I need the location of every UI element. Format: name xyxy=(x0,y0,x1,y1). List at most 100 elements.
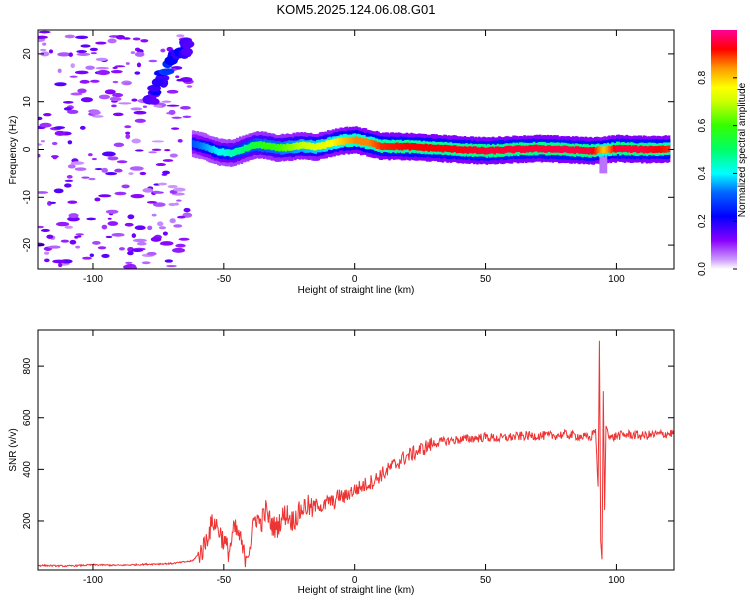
spectrogram-ridge-cell xyxy=(611,145,614,153)
spectrogram-noise-blob xyxy=(89,47,98,52)
spectrogram-noise-blob xyxy=(109,97,122,102)
spectrogram-ridge-cell xyxy=(432,144,435,152)
spectrogram-noise-blob xyxy=(42,42,47,46)
spectrogram-ridge-cell xyxy=(334,139,338,146)
spectrogram-ridge-cell xyxy=(430,144,434,152)
spectrogram-ridge-cell xyxy=(642,146,646,154)
spectrogram-ridge-cell xyxy=(604,146,608,154)
spectrogram-ridge-cell xyxy=(523,146,526,153)
spectrogram-ridge-cell xyxy=(319,142,322,150)
colorbar: 0.0 0.2 0.4 0.6 0.8 Normalized spectral ampl… xyxy=(697,30,748,276)
spectrogram-ridge-cell xyxy=(518,145,522,153)
spectrogram-ridge-cell xyxy=(392,143,396,151)
spectrogram-noise-blob xyxy=(75,35,89,40)
spectrogram-y-tick-label-3: 10 xyxy=(22,96,33,108)
spectrogram-noise-blob xyxy=(53,188,64,194)
spectrogram-ridge-cell xyxy=(507,145,511,153)
spectrogram-noise-blob xyxy=(134,51,145,57)
spectrogram-noise-blob xyxy=(136,241,147,246)
spectrogram-ridge-cell xyxy=(509,145,512,153)
spectrogram-ridge-cell xyxy=(559,146,562,153)
spectrogram-x-tick-label-1: -50 xyxy=(217,274,232,285)
spectrogram-noise-blob xyxy=(169,218,176,224)
spectrogram-upper-branch-blob xyxy=(161,68,175,75)
spectrogram-ridge-cell xyxy=(311,142,314,150)
spectrogram-ridge-cell xyxy=(633,145,636,153)
spectrogram-ridge-cell xyxy=(598,146,602,154)
spectrogram-ridge-cell xyxy=(315,142,319,150)
spectrogram-ridge-cell xyxy=(568,146,572,154)
spectrogram-ridge-cell xyxy=(590,147,594,155)
spectrogram-ridge-cell xyxy=(586,147,589,155)
spectrogram-ridge-cell xyxy=(212,145,215,153)
spectrogram-noise-blob xyxy=(53,126,66,130)
spectrogram-ridge-cell xyxy=(612,144,616,152)
spectrogram-ridge-cell xyxy=(443,144,446,152)
spectrogram-ridge-cell xyxy=(617,145,621,152)
spectrogram-noise-blob xyxy=(122,37,131,40)
spectrogram-ridge-cell xyxy=(634,145,638,152)
spectrogram-ridge-cell xyxy=(380,143,383,151)
spectrogram-ridge-cell xyxy=(297,143,300,150)
spectrogram-noise-blob xyxy=(178,237,190,241)
spectrogram-ridge-cell xyxy=(626,145,630,153)
spectrogram-y-tick-label-4: 20 xyxy=(22,48,33,60)
spectrogram-ridge-cell xyxy=(191,140,195,147)
spectrogram-ridge-cell xyxy=(272,143,275,150)
spectrogram-noise-blob xyxy=(157,221,164,227)
spectrogram-ridge-cell xyxy=(463,146,467,153)
spectrogram-ridge-cell xyxy=(540,145,544,153)
spectrogram-noise-blob xyxy=(85,65,95,70)
spectrogram-ridge-cell xyxy=(226,149,230,156)
spectrogram-noise-blob xyxy=(63,107,72,111)
spectrogram-noise-blob xyxy=(124,222,134,227)
spectrogram-y-tick-label-1: -10 xyxy=(22,190,33,205)
spectrogram-noise-blob xyxy=(38,143,43,146)
snr-x-ticks: -100 -50 0 50 100 xyxy=(83,330,625,586)
spectrogram-noise-blob xyxy=(166,264,177,268)
spectrogram-noise-blob xyxy=(77,235,82,238)
spectrogram-ridge-cell xyxy=(251,141,255,149)
spectrogram-y-ticks: -20 -10 0 10 20 xyxy=(22,48,674,252)
spectrogram-ridge-cell xyxy=(505,145,509,153)
spectrogram-ridge-cell xyxy=(375,142,379,149)
spectrogram-noise-blob xyxy=(129,166,144,171)
spectrogram-noise-blob xyxy=(101,224,108,230)
spectrogram-ridge-cell xyxy=(303,142,307,149)
spectrogram-ridge-cell xyxy=(322,141,325,149)
spectrogram-ridge-cell xyxy=(235,147,239,155)
spectrogram-noise-blob xyxy=(134,149,144,152)
snr-x-tick-label-4: 100 xyxy=(608,575,625,586)
spectrogram-ridge-cell xyxy=(520,146,523,154)
spectrogram-ridge-cell xyxy=(502,146,506,154)
spectrogram-noise-blob xyxy=(133,110,147,115)
spectrogram-noise-blob xyxy=(69,75,78,78)
spectrogram-ridge-cell xyxy=(664,145,668,153)
spectrogram-ridge-cell xyxy=(323,142,327,149)
spectrogram-ridge-cell xyxy=(400,143,404,151)
spectrogram-ridge-cell xyxy=(276,143,280,151)
spectrogram-noise-blob xyxy=(94,197,101,202)
spectrogram-ridge-cell xyxy=(545,146,548,153)
spectrogram-noise-blob xyxy=(57,68,62,73)
spectrogram-noise-blob xyxy=(127,214,135,220)
spectrogram-ridge-cell xyxy=(347,137,350,145)
snr-x-tick-label-2: 0 xyxy=(352,575,358,586)
spectrogram-ridge-cell xyxy=(573,147,577,155)
spectrogram-noise-blob xyxy=(114,168,123,173)
spectrogram-noise-blob xyxy=(168,109,176,115)
spectrogram-noise-blob xyxy=(114,65,126,68)
spectrogram-ridge-cell xyxy=(328,140,332,148)
spectrogram-noise-blob xyxy=(130,51,136,54)
spectrogram-ridge-cell xyxy=(495,146,498,154)
spectrogram-ridge-cell xyxy=(217,148,220,156)
spectrogram-ridge-cell xyxy=(320,142,324,149)
spectrogram-noise-blob xyxy=(90,52,97,55)
spectrogram-noise-blob xyxy=(114,191,127,196)
spectrogram-ridge-cell xyxy=(659,146,663,153)
spectrogram-noise-blob xyxy=(162,159,174,162)
spectrogram-noise-blob xyxy=(40,51,50,57)
spectrogram-ridge-cell xyxy=(560,146,564,154)
spectrogram-ridge-cell xyxy=(468,146,471,153)
snr-y-tick-label-0: 200 xyxy=(22,512,33,529)
